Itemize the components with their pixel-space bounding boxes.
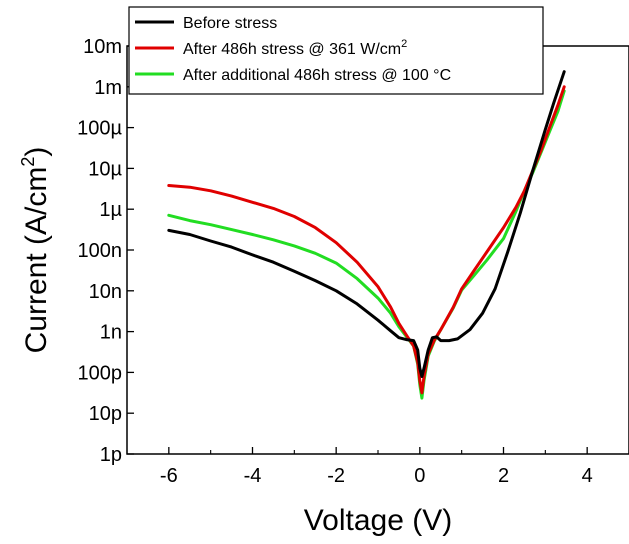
legend-box <box>128 6 544 95</box>
x-tick-label: 2 <box>498 465 509 487</box>
series-line <box>167 89 566 400</box>
y-axis-title-main: Current (A/cm <box>20 167 53 354</box>
y-tick-label: 10n <box>89 281 122 303</box>
x-tick-label: -6 <box>160 465 178 487</box>
y-tick-label: 1µ <box>99 199 122 221</box>
y-axis-title-superscript: 2 <box>18 157 38 167</box>
legend-label: After 486h stress @ 361 W/cm2 <box>183 38 407 58</box>
y-tick-label: 10µ <box>88 158 122 180</box>
y-tick-label: 1m <box>94 77 122 99</box>
y-axis-title-tail: ) <box>20 147 53 157</box>
y-tick-label: 1n <box>100 322 122 344</box>
y-tick-label: 10m <box>83 36 122 58</box>
y-tick-label: 10p <box>89 403 122 425</box>
x-tick-label: 0 <box>414 465 425 487</box>
y-axis-title: Current (A/cm2) <box>18 147 53 354</box>
x-tick-label: -4 <box>244 465 262 487</box>
series-line <box>167 85 566 395</box>
legend-label: Before stress <box>183 15 277 32</box>
x-tick-label: -2 <box>327 465 345 487</box>
y-tick-label: 100µ <box>77 118 122 140</box>
legend-label: After additional 486h stress @ 100 °C <box>183 67 451 84</box>
series-line <box>167 70 566 378</box>
x-axis-title: Voltage (V) <box>304 504 452 537</box>
y-tick-label: 100p <box>78 362 123 384</box>
legend: Before stress After 486h stress @ 361 W/c… <box>128 6 544 95</box>
series-layer <box>167 70 566 400</box>
y-tick-label: 1p <box>100 444 122 466</box>
y-tick-label: 100n <box>78 240 123 262</box>
x-tick-label: 4 <box>582 465 593 487</box>
axis-ticks: -6 -4 -2 0 2 4 10m 1m 100µ 10µ 1µ 100n 10n 1n 100p 10p 1… <box>77 36 629 487</box>
